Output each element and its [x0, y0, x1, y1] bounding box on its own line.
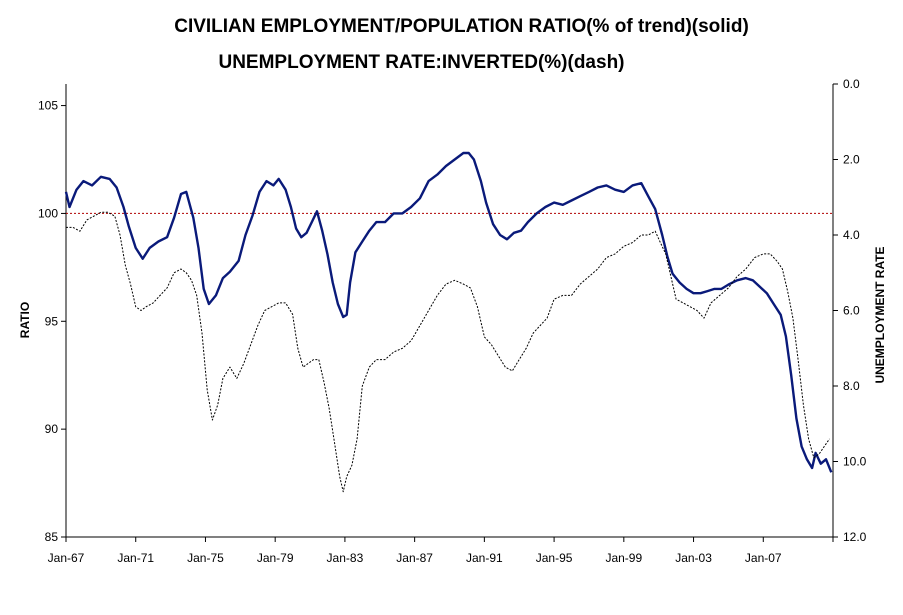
- x-axis: Jan-67 Jan-71 Jan-75 Jan-79 Jan-83 Jan-87 Jan-…: [48, 537, 834, 565]
- chart-subtitle: UNEMPLOYMENT RATE:INVERTED(%)(dash): [218, 52, 625, 73]
- y2-tick-label: 2.0: [843, 153, 860, 167]
- y2-axis-label: UNEMPLOYMENT RATE: [873, 246, 887, 383]
- plot-frame: [65, 84, 834, 538]
- x-tick-label: Jan-07: [745, 551, 782, 565]
- y-tick-label: 85: [45, 530, 59, 544]
- series-layer: [64, 151, 833, 493]
- x-tick-label: Jan-91: [466, 551, 503, 565]
- y2-tick-label: 0.0: [843, 77, 860, 91]
- y2-tick-label: 6.0: [843, 304, 860, 318]
- x-tick-label: Jan-67: [48, 551, 85, 565]
- y-tick-label: 105: [38, 99, 58, 113]
- y-axis-label: RATIO: [18, 302, 32, 338]
- y2-tick-label: 12.0: [843, 530, 867, 544]
- y2-tick-label: 10.0: [843, 455, 867, 469]
- y-tick-label: 100: [38, 206, 58, 220]
- x-tick-label: Jan-95: [536, 551, 573, 565]
- x-tick-label: Jan-03: [675, 551, 712, 565]
- x-tick-label: Jan-87: [396, 551, 433, 565]
- unemployment-rate-line: [66, 211, 830, 493]
- y-tick-label: 90: [45, 422, 59, 436]
- left-axis: 85 90 95 100 105: [38, 99, 66, 544]
- x-tick-label: Jan-83: [327, 551, 364, 565]
- employment-ratio-line: [64, 151, 833, 473]
- y2-tick-label: 8.0: [843, 379, 860, 393]
- y-tick-label: 95: [45, 314, 59, 328]
- x-tick-label: Jan-99: [605, 551, 642, 565]
- x-tick-label: Jan-75: [187, 551, 224, 565]
- chart-title: CIVILIAN EMPLOYMENT/POPULATION RATIO(% o…: [174, 16, 749, 37]
- x-tick-label: Jan-79: [257, 551, 294, 565]
- y2-tick-label: 4.0: [843, 228, 860, 242]
- x-tick-label: Jan-71: [117, 551, 154, 565]
- right-axis: 0.0 2.0 4.0 6.0 8.0 10.0 12.0: [833, 77, 867, 544]
